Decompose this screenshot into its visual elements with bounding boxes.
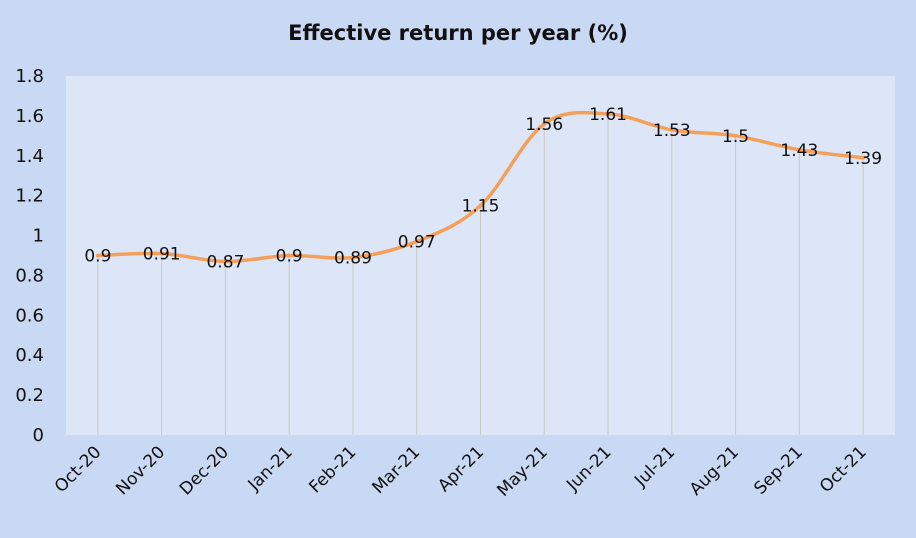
- y-tick-label: 0.4: [15, 345, 44, 366]
- y-tick-label: 0: [33, 425, 44, 446]
- data-label: 0.9: [276, 247, 303, 267]
- data-point: [669, 127, 674, 132]
- data-point: [223, 259, 228, 264]
- data-label: 0.97: [398, 233, 436, 253]
- data-point: [733, 133, 738, 138]
- data-label: 0.87: [206, 252, 244, 272]
- data-label: 1.43: [780, 141, 818, 161]
- data-label: 1.56: [525, 115, 563, 135]
- data-point: [478, 203, 483, 208]
- data-label: 1.39: [844, 149, 882, 169]
- y-tick-label: 1: [33, 226, 44, 247]
- data-label: 0.91: [143, 245, 181, 265]
- data-point: [350, 255, 355, 260]
- data-point: [797, 147, 802, 152]
- series-line-group: [95, 110, 866, 264]
- y-tick-label: 0.6: [15, 305, 44, 326]
- data-label: 1.5: [722, 127, 749, 147]
- data-point: [414, 239, 419, 244]
- y-tick-label: 1.8: [15, 66, 44, 87]
- y-tick-label: 0.8: [15, 265, 44, 286]
- y-tick-label: 1.6: [15, 106, 44, 127]
- data-label: 0.89: [334, 248, 372, 268]
- y-axis: 0 0.2 0.4 0.6 0.8 1 1.2 1.4 1.6 1.8: [15, 66, 44, 446]
- data-point: [861, 155, 866, 160]
- data-label: 1.61: [589, 105, 627, 125]
- y-tick-label: 1.4: [15, 146, 44, 167]
- drop-lines: [97, 113, 864, 435]
- data-point: [287, 253, 292, 258]
- data-labels: 0.9 0.91 0.87 0.9 0.89 0.97 1.15 1.56 1.61 1.53 1.…: [84, 105, 882, 273]
- data-point: [95, 253, 100, 258]
- data-point: [159, 251, 164, 256]
- data-label: 0.9: [84, 247, 111, 267]
- data-label: 1.15: [462, 197, 500, 217]
- data-label: 1.53: [653, 121, 691, 141]
- data-point: [542, 121, 547, 126]
- chart-title: Effective return per year (%): [288, 21, 628, 45]
- y-tick-label: 0.2: [15, 385, 44, 406]
- y-tick-label: 1.2: [15, 186, 44, 207]
- data-point: [606, 111, 611, 116]
